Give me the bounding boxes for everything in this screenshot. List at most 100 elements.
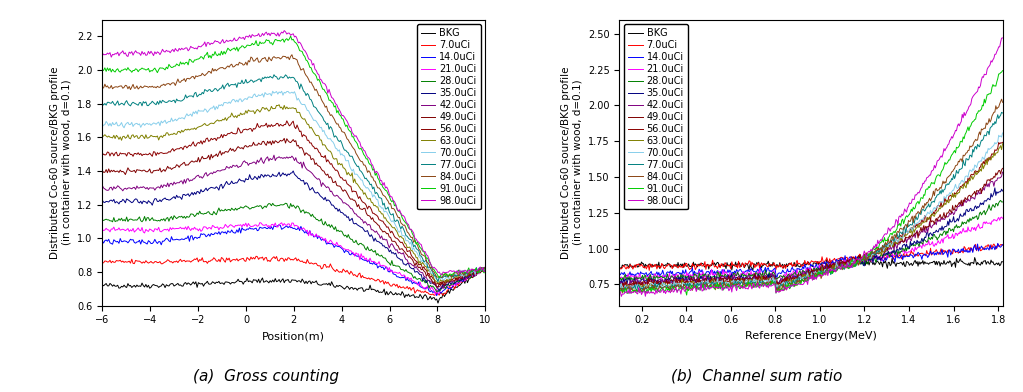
Line: 77.0uCi: 77.0uCi	[620, 113, 1003, 291]
28.0uCi	[704, 278, 716, 283]
Line: 49.0uCi: 49.0uCi	[102, 138, 485, 287]
14.0uCi	[991, 241, 1004, 246]
35.0uCi	[331, 209, 344, 214]
63.0uCi	[420, 264, 433, 269]
77.0uCi	[479, 267, 491, 271]
91.0uCi	[614, 290, 626, 294]
84.0uCi	[891, 230, 903, 235]
77.0uCi	[432, 279, 444, 284]
21.0uCi	[325, 239, 338, 244]
Line: 98.0uCi: 98.0uCi	[620, 38, 1003, 296]
84.0uCi	[661, 286, 673, 291]
77.0uCi	[325, 126, 338, 131]
84.0uCi	[766, 281, 779, 286]
77.0uCi	[96, 101, 108, 106]
Line: 28.0uCi: 28.0uCi	[620, 200, 1003, 281]
28.0uCi	[325, 223, 338, 227]
Line: 91.0uCi: 91.0uCi	[102, 36, 485, 278]
Line: 14.0uCi: 14.0uCi	[620, 243, 1003, 277]
35.0uCi	[97, 200, 109, 205]
7.0uCi	[996, 243, 1009, 247]
X-axis label: Position(m): Position(m)	[262, 331, 325, 341]
7.0uCi	[893, 254, 905, 258]
7.0uCi	[331, 269, 344, 273]
70.0uCi	[739, 280, 751, 285]
84.0uCi	[436, 275, 448, 280]
70.0uCi	[893, 236, 905, 241]
28.0uCi	[739, 273, 751, 278]
Line: 56.0uCi: 56.0uCi	[620, 142, 1003, 288]
BKG	[855, 261, 868, 266]
84.0uCi	[324, 113, 337, 118]
84.0uCi	[446, 274, 458, 279]
77.0uCi	[996, 111, 1009, 115]
91.0uCi	[324, 98, 337, 103]
49.0uCi	[766, 278, 779, 282]
70.0uCi	[614, 281, 626, 285]
42.0uCi	[996, 170, 1009, 174]
91.0uCi	[97, 68, 109, 73]
49.0uCi	[420, 274, 433, 279]
21.0uCi	[97, 228, 109, 233]
63.0uCi	[479, 267, 491, 271]
28.0uCi	[479, 265, 491, 270]
98.0uCi	[615, 294, 627, 299]
28.0uCi	[96, 218, 108, 222]
Line: 42.0uCi: 42.0uCi	[620, 172, 1003, 286]
91.0uCi	[284, 34, 297, 38]
42.0uCi	[325, 189, 338, 194]
Line: 28.0uCi: 28.0uCi	[102, 203, 485, 292]
56.0uCi	[433, 282, 445, 287]
63.0uCi	[325, 151, 338, 156]
Line: 7.0uCi: 7.0uCi	[102, 256, 485, 295]
42.0uCi	[96, 183, 108, 188]
14.0uCi	[96, 238, 108, 243]
42.0uCi	[479, 265, 491, 270]
42.0uCi	[766, 274, 779, 278]
35.0uCi	[739, 278, 751, 283]
91.0uCi	[420, 256, 433, 261]
49.0uCi	[614, 283, 626, 288]
21.0uCi	[995, 215, 1008, 220]
14.0uCi	[479, 267, 491, 272]
Text: (a)  Gross counting: (a) Gross counting	[193, 369, 339, 384]
63.0uCi	[854, 260, 866, 264]
98.0uCi	[661, 289, 673, 294]
70.0uCi	[432, 279, 444, 284]
98.0uCi	[893, 214, 905, 219]
70.0uCi	[420, 262, 433, 267]
14.0uCi	[660, 274, 672, 279]
70.0uCi	[891, 238, 903, 243]
84.0uCi	[285, 53, 298, 57]
28.0uCi	[331, 228, 344, 232]
Line: 14.0uCi: 14.0uCi	[102, 225, 485, 296]
98.0uCi	[97, 53, 109, 57]
7.0uCi	[739, 261, 751, 265]
91.0uCi	[331, 108, 344, 113]
98.0uCi	[436, 272, 448, 277]
77.0uCi	[891, 231, 903, 236]
98.0uCi	[325, 95, 338, 100]
14.0uCi	[273, 222, 285, 227]
56.0uCi	[324, 162, 337, 167]
77.0uCi	[995, 110, 1008, 115]
63.0uCi	[890, 241, 902, 246]
77.0uCi	[766, 278, 779, 283]
21.0uCi	[331, 243, 344, 247]
Line: BKG: BKG	[102, 268, 485, 303]
70.0uCi	[996, 131, 1009, 135]
91.0uCi	[739, 285, 751, 289]
Line: 56.0uCi: 56.0uCi	[102, 121, 485, 285]
84.0uCi	[479, 266, 491, 270]
56.0uCi	[325, 162, 338, 166]
49.0uCi	[325, 176, 338, 181]
Line: 84.0uCi: 84.0uCi	[620, 99, 1003, 293]
63.0uCi	[614, 289, 626, 294]
21.0uCi	[446, 283, 458, 288]
Line: 42.0uCi: 42.0uCi	[102, 155, 485, 289]
28.0uCi	[660, 278, 672, 282]
56.0uCi	[331, 169, 344, 174]
BKG	[97, 283, 109, 288]
35.0uCi	[325, 203, 338, 207]
91.0uCi	[660, 288, 672, 293]
